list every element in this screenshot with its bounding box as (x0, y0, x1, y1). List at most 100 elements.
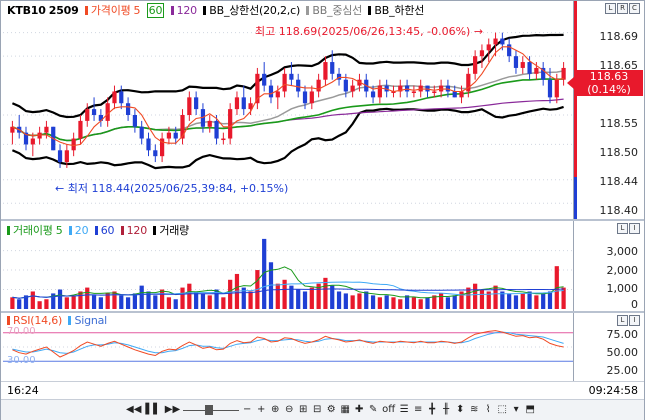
collapse-button[interactable]: ⊟ (312, 404, 322, 415)
scroll-left-button[interactable]: ◀◀ (126, 404, 142, 415)
volume-bar (105, 293, 110, 309)
axis-label: 118.55 (599, 117, 639, 130)
candle-body (23, 132, 29, 145)
ma60-line (12, 78, 564, 142)
volume-bar (200, 293, 206, 309)
candle-body (309, 91, 314, 104)
bb-upper-label: BB_상한선(20,2,c) (209, 4, 301, 17)
volume-bar (425, 297, 430, 309)
zoom-slider-handle[interactable] (205, 405, 214, 415)
rsi-label: RSI(14,6) (13, 314, 63, 327)
candle-body (241, 97, 246, 110)
volume-bar (37, 301, 42, 309)
candle-body (153, 150, 158, 157)
volume-chart[interactable] (3, 221, 573, 311)
candle-body (91, 109, 97, 115)
draw-button[interactable]: ✎ (368, 404, 378, 415)
volume-bar (214, 289, 219, 309)
candle-body (194, 97, 199, 110)
candle-body (534, 67, 539, 74)
volume-bar (513, 295, 519, 309)
pane-close-icon[interactable]: I (629, 223, 640, 234)
dropdown-button[interactable]: ▾ (513, 404, 519, 415)
zoom-in-button[interactable]: + (256, 404, 266, 415)
pane-min-icon[interactable]: L (617, 223, 628, 234)
pane-restore-icon[interactable]: R (617, 3, 628, 14)
pane-close-icon[interactable]: C (629, 3, 640, 14)
candle-body (282, 73, 287, 92)
grid-button[interactable]: ▦ (340, 404, 350, 415)
bb-lower-swatch (368, 6, 372, 15)
bb-upper-swatch (203, 6, 207, 15)
candle-body (547, 79, 553, 98)
cross-button[interactable]: ╋ (429, 404, 436, 415)
zoom-out-button[interactable]: − (242, 404, 252, 415)
chart-toolbar: ◀◀ ▌▌ ▶▶ − + ⊕ ⊖ ⊞ ⊟ ⚙ ▦ ✚ ✎ off ☰ ≡ ╋ ╫… (1, 399, 644, 420)
volume-bar (275, 283, 280, 309)
volume-bar (282, 279, 287, 309)
layout-button[interactable]: ⬒ (525, 404, 535, 415)
candle-body (350, 85, 355, 92)
scroll-right-button[interactable]: ▶▶ (164, 404, 181, 415)
rsi-pane[interactable]: RSI(14,6) Signal 70.00 30.00 (3, 313, 573, 381)
candle-body (98, 115, 103, 121)
candle-body (439, 85, 444, 92)
pane-splitter[interactable] (1, 311, 644, 313)
pane-min-icon[interactable]: L (605, 3, 616, 14)
pane-splitter[interactable] (1, 219, 644, 221)
ma120-swatch (170, 6, 174, 15)
zoom-slider[interactable] (183, 403, 240, 417)
volume-bar (98, 297, 103, 309)
volume-pane[interactable]: 거래이평 5 20 60 120 거래량 (3, 221, 573, 311)
pane-close-icon[interactable]: I (629, 315, 640, 326)
candle-body (214, 120, 219, 139)
crosshair-button[interactable]: ✚ (354, 404, 364, 415)
vertical-line-button[interactable]: ╫ (443, 404, 450, 415)
off-button[interactable]: off (382, 404, 396, 415)
candle-body (262, 73, 267, 86)
volume-bar (10, 297, 15, 309)
volume-bar (343, 293, 348, 309)
candle-body (473, 56, 478, 74)
candle-body (391, 91, 396, 93)
price-pane[interactable]: KTB10 2509 가격이평 5 60 120 BB_상한선(20,2,c) BB… (3, 1, 573, 219)
candle-body (10, 126, 15, 133)
candle-body (275, 91, 280, 98)
indicator-button[interactable]: ⌇ (485, 404, 491, 415)
ma60-label[interactable]: 60 (146, 3, 165, 18)
fit-button[interactable]: ⬍ (455, 404, 465, 415)
candle-body (296, 79, 301, 92)
candle-body (316, 79, 321, 92)
volume-bar (350, 295, 355, 309)
magnify-in-button[interactable]: ⊕ (270, 404, 280, 415)
pause-button[interactable]: ▌▌ (145, 404, 161, 415)
pane-min-icon[interactable]: L (617, 315, 628, 326)
candle-body (71, 138, 76, 151)
list-button[interactable]: ☰ (399, 404, 409, 415)
volume-bar (364, 291, 369, 309)
candle-body (323, 62, 328, 80)
price-pointer-icon (567, 77, 574, 89)
candle-body (513, 56, 519, 68)
bb-mid-label: BB_중심선 (312, 4, 363, 17)
price-up-range-bar (574, 1, 577, 219)
rsi-chart[interactable] (3, 313, 573, 381)
wave-button[interactable]: ≋ (469, 404, 479, 415)
magnify-out-button[interactable]: ⊖ (284, 404, 294, 415)
volume-bar (452, 295, 457, 309)
volume-bar (221, 297, 226, 309)
expand-button[interactable]: ⊞ (298, 404, 308, 415)
candle-body (411, 91, 416, 93)
candle-body (207, 120, 212, 127)
price-chart[interactable] (3, 1, 573, 219)
volume-bar (377, 297, 382, 309)
menu-button[interactable]: ≡ (413, 404, 423, 415)
settings-button[interactable]: ⚙ (326, 404, 336, 415)
volume-bar (391, 297, 396, 309)
axis-label: 118.69 (599, 30, 639, 43)
box-button[interactable]: ⬚ (497, 404, 507, 415)
